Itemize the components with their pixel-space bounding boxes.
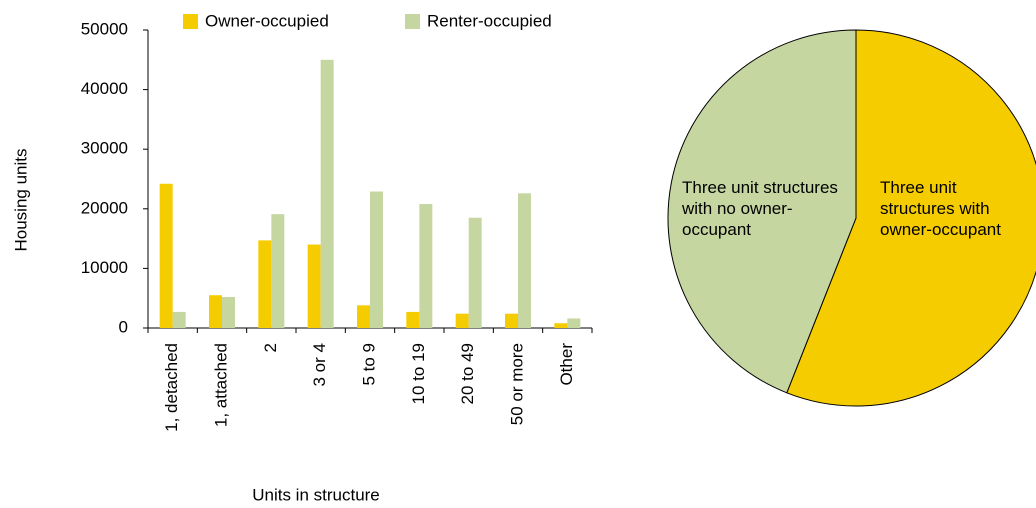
x-tick-label: 1, attached — [211, 343, 230, 427]
bar — [357, 305, 370, 328]
x-tick-label: Other — [557, 343, 576, 386]
bar — [468, 217, 482, 328]
bar — [370, 191, 383, 328]
x-axis-label: Units in structure — [252, 485, 380, 504]
legend-label: Renter-occupied — [427, 11, 552, 30]
bar — [518, 193, 531, 328]
x-tick-label: 2 — [261, 343, 280, 352]
bar — [271, 214, 285, 328]
bar — [419, 204, 433, 328]
bar — [307, 244, 321, 328]
x-tick-label: 50 or more — [507, 343, 526, 425]
y-tick-label: 50000 — [81, 19, 128, 38]
pie-slice — [667, 29, 857, 394]
legend-swatch — [183, 14, 198, 29]
slice-label: Three unit structures with no owner-occu… — [682, 178, 838, 239]
slice-label: Three unit structures with owner-occupan… — [880, 178, 1001, 239]
x-tick-label: 10 to 19 — [409, 343, 428, 404]
bar — [320, 59, 334, 329]
x-tick-label: 5 to 9 — [359, 343, 378, 386]
x-tick-label: 1, detached — [162, 343, 181, 432]
x-tick-label: 20 to 49 — [458, 343, 477, 404]
bar — [406, 311, 420, 328]
bar — [505, 313, 518, 328]
bar — [554, 323, 568, 328]
bar — [172, 311, 186, 328]
bar — [455, 313, 469, 328]
x-tick-label: 3 or 4 — [310, 343, 329, 386]
y-tick-label: 40000 — [81, 79, 128, 98]
y-tick-label: 10000 — [81, 258, 128, 277]
pie-slice — [786, 29, 1036, 407]
bar — [159, 183, 173, 328]
y-tick-label: 20000 — [81, 198, 128, 217]
bar — [567, 318, 581, 328]
bar — [258, 240, 272, 328]
y-tick-label: 30000 — [81, 139, 128, 158]
y-tick-label: 0 — [119, 317, 128, 336]
bar — [209, 295, 222, 328]
bar — [222, 297, 235, 328]
y-axis-label: Housing units — [11, 148, 30, 251]
legend-swatch — [405, 14, 420, 29]
legend-label: Owner-occupied — [205, 11, 329, 30]
